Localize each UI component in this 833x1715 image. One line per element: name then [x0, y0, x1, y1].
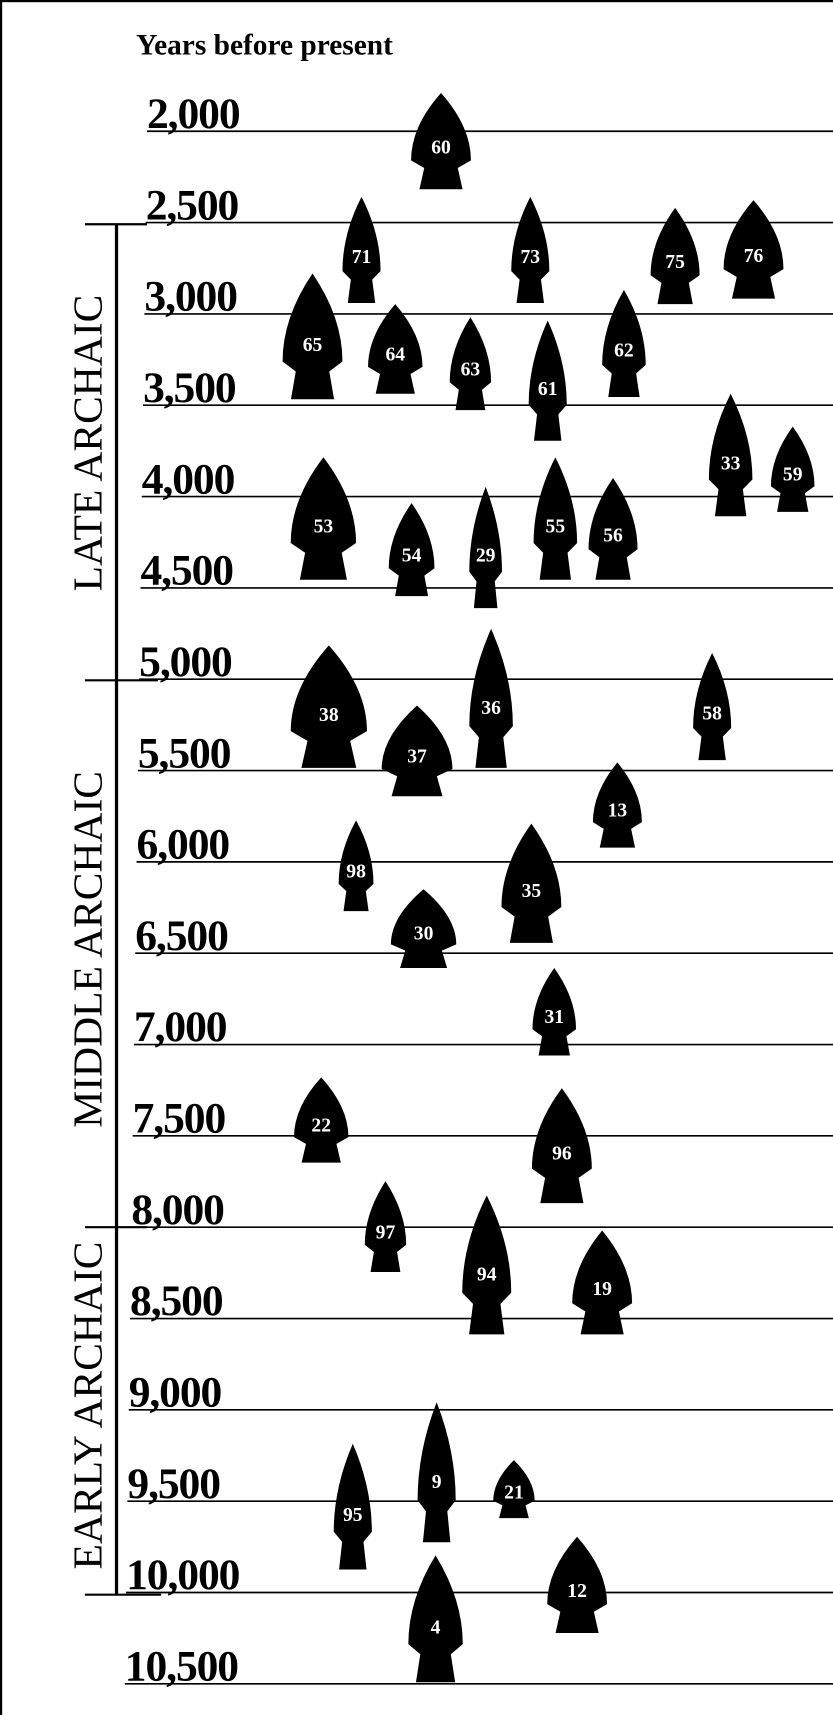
point-label: 13	[608, 799, 628, 821]
header-title: Years before present	[136, 30, 393, 62]
period-label: EARLY ARCHAIC	[64, 1241, 110, 1569]
diagram: Years before present 2,000 2,500 3,000 3,50…	[0, 0, 833, 1715]
point-label: 12	[567, 1580, 587, 1602]
point-label: 94	[477, 1264, 497, 1286]
year-label: 2,500	[146, 181, 239, 229]
point-label: 19	[592, 1278, 612, 1300]
year-label: 4,000	[142, 455, 235, 503]
point-label: 60	[431, 136, 451, 158]
point-label: 29	[476, 545, 496, 567]
point-label: 55	[546, 516, 566, 538]
point-label: 97	[376, 1221, 396, 1243]
point-label: 76	[744, 245, 764, 267]
point-label: 71	[352, 246, 372, 268]
year-label: 7,500	[133, 1094, 226, 1142]
year-label: 5,000	[139, 638, 232, 686]
point-label: 31	[544, 1006, 564, 1028]
year-label: 9,500	[127, 1460, 220, 1508]
page: Years before present 2,000 2,500 3,000 3,50…	[0, 0, 833, 1715]
point-label: 98	[346, 860, 366, 882]
point-label: 73	[520, 246, 540, 268]
year-label: 7,000	[134, 1003, 227, 1051]
point-label: 75	[665, 251, 685, 273]
point-label: 56	[603, 524, 623, 546]
point-label: 53	[314, 516, 334, 538]
period-label: LATE ARCHAIC	[64, 295, 110, 592]
point-label: 37	[407, 746, 427, 768]
point-label: 36	[481, 697, 501, 719]
year-label: 2,000	[147, 90, 240, 138]
point-label: 22	[311, 1114, 331, 1136]
point-label: 64	[385, 344, 405, 366]
year-label: 10,000	[126, 1551, 239, 1599]
year-label: 4,500	[140, 547, 233, 595]
point-label: 96	[552, 1142, 572, 1164]
point-label: 63	[461, 359, 481, 381]
point-label: 54	[402, 545, 422, 567]
period-label: MIDDLE ARCHAIC	[64, 771, 110, 1128]
year-label: 10,500	[125, 1642, 238, 1690]
year-label: 3,500	[143, 364, 236, 412]
point-label: 58	[702, 703, 722, 725]
point-label: 61	[538, 378, 558, 400]
point-label: 62	[614, 339, 634, 361]
point-label: 65	[303, 334, 323, 356]
point-label: 38	[319, 704, 339, 726]
year-label: 6,500	[135, 912, 228, 960]
point-label: 9	[432, 1471, 442, 1493]
point-label: 21	[504, 1481, 524, 1503]
year-label: 6,000	[137, 821, 230, 869]
year-label: 5,500	[138, 729, 231, 777]
point-label: 95	[343, 1504, 363, 1526]
point-label: 35	[522, 880, 542, 902]
border	[1, 1, 833, 1715]
point-label: 33	[721, 452, 741, 474]
year-label: 8,000	[131, 1186, 224, 1234]
point-label: 59	[783, 464, 803, 486]
year-label: 9,000	[129, 1368, 222, 1416]
point-label: 4	[431, 1616, 441, 1638]
year-label: 3,000	[144, 273, 237, 321]
point-label: 30	[414, 922, 434, 944]
year-label: 8,500	[130, 1277, 223, 1325]
